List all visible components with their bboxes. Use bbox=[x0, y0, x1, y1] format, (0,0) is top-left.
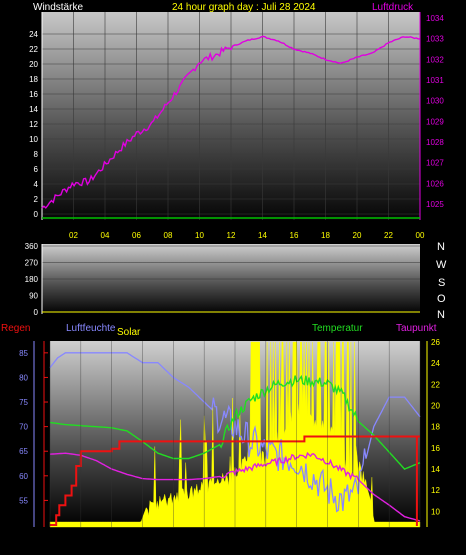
luftdruck-tick-label: 1027 bbox=[426, 159, 444, 168]
time-tick-label: 22 bbox=[384, 231, 393, 240]
windstaerke-tick-label: 2 bbox=[34, 195, 39, 204]
luftfeuchte-tick-label: 70 bbox=[19, 423, 28, 432]
time-tick-label: 16 bbox=[290, 231, 299, 240]
windstaerke-tick-label: 6 bbox=[34, 165, 39, 174]
direction-letter-o: O bbox=[437, 293, 446, 305]
luftdruck-axis-ticks: 1034 1033 1032 1031 1030 1029 1028 1027 1026 1025 bbox=[426, 14, 444, 209]
direction-letter-n: N bbox=[437, 241, 445, 253]
luftdruck-tick-label: 1029 bbox=[426, 117, 444, 126]
legend-solar: Solar bbox=[117, 327, 141, 338]
direction-letter-n2: N bbox=[437, 309, 445, 321]
luftfeuchte-axis-ticks: 85 80 75 70 65 60 55 bbox=[19, 349, 48, 505]
luftdruck-tick-label: 1034 bbox=[426, 14, 444, 23]
luftfeuchte-tick-label: 75 bbox=[19, 398, 28, 407]
luftdruck-tick-label: 1030 bbox=[426, 97, 444, 106]
right-label-luftdruck: Luftdruck bbox=[372, 2, 414, 13]
time-tick-label: 02 bbox=[69, 231, 78, 240]
wind-direction-tick-label: 270 bbox=[25, 259, 39, 268]
wind-direction-axis-ticks: 360 270 180 90 0 bbox=[25, 242, 39, 317]
luftfeuchte-tick-label: 55 bbox=[19, 496, 28, 505]
temperatur-tick-label: 16 bbox=[431, 444, 440, 453]
luftdruck-tick-label: 1033 bbox=[426, 35, 444, 44]
graph-title: 24 hour graph day : Juli 28 2024 bbox=[172, 2, 316, 13]
legend-regen: Regen bbox=[1, 323, 30, 334]
climate-panel: 85 80 75 70 65 60 55 26 24 22 20 18 16 14 12 10 bbox=[19, 338, 440, 528]
legend-temperatur: Temperatur bbox=[312, 323, 363, 334]
windstaerke-tick-label: 16 bbox=[29, 90, 38, 99]
temperatur-tick-label: 18 bbox=[431, 423, 440, 432]
wind-direction-tick-label: 360 bbox=[25, 242, 39, 251]
legend-luftfeuchte: Luftfeuchte bbox=[66, 323, 116, 334]
temperatur-tick-label: 12 bbox=[431, 486, 440, 495]
windstaerke-tick-label: 20 bbox=[29, 60, 38, 69]
temperatur-tick-label: 14 bbox=[431, 465, 440, 474]
temperatur-axis-ticks: 26 24 22 20 18 16 14 12 10 bbox=[431, 338, 440, 516]
wind-direction-tick-label: 0 bbox=[34, 308, 39, 317]
luftdruck-tick-label: 1032 bbox=[426, 55, 444, 64]
left-label-windstaerke: Windstärke bbox=[33, 2, 83, 13]
time-axis-labels: 02 04 06 08 10 12 14 16 18 20 22 00 bbox=[69, 231, 425, 240]
temperatur-tick-label: 24 bbox=[431, 359, 440, 368]
time-tick-label: 00 bbox=[416, 231, 425, 240]
time-tick-label: 06 bbox=[132, 231, 141, 240]
wind-direction-tick-label: 180 bbox=[25, 275, 39, 284]
luftfeuchte-tick-label: 60 bbox=[19, 472, 28, 481]
time-tick-label: 04 bbox=[101, 231, 110, 240]
temperatur-tick-label: 26 bbox=[431, 338, 440, 347]
windstaerke-tick-label: 24 bbox=[29, 30, 38, 39]
luftfeuchte-tick-label: 85 bbox=[19, 349, 28, 358]
time-tick-label: 12 bbox=[227, 231, 236, 240]
windstaerke-tick-label: 0 bbox=[34, 210, 39, 219]
luftfeuchte-tick-label: 80 bbox=[19, 373, 28, 382]
time-tick-label: 20 bbox=[353, 231, 362, 240]
time-tick-label: 14 bbox=[258, 231, 267, 240]
wind-direction-tick-label: 90 bbox=[29, 292, 38, 301]
temperatur-tick-label: 20 bbox=[431, 402, 440, 411]
panel1-series bbox=[41, 35, 421, 219]
luftdruck-tick-label: 1028 bbox=[426, 138, 444, 147]
windstaerke-tick-label: 14 bbox=[29, 105, 38, 114]
direction-letter-w: W bbox=[436, 259, 447, 271]
luftfeuchte-tick-label: 65 bbox=[19, 447, 28, 456]
windstaerke-tick-label: 8 bbox=[34, 150, 39, 159]
luftdruck-tick-label: 1026 bbox=[426, 179, 444, 188]
time-tick-label: 08 bbox=[164, 231, 173, 240]
windstaerke-tick-label: 18 bbox=[29, 75, 38, 84]
luftdruck-line bbox=[41, 35, 421, 209]
windstaerke-tick-label: 22 bbox=[29, 45, 38, 54]
temperatur-tick-label: 22 bbox=[431, 380, 440, 389]
temperatur-tick-label: 10 bbox=[431, 507, 440, 516]
windstaerke-tick-label: 12 bbox=[29, 120, 38, 129]
panel3-grid bbox=[49, 341, 421, 527]
wind-direction-panel: 360 270 180 90 0 N W S O N bbox=[25, 241, 447, 321]
luftdruck-tick-label: 1025 bbox=[426, 200, 444, 209]
time-tick-label: 18 bbox=[321, 231, 330, 240]
windstaerke-tick-label: 10 bbox=[29, 135, 38, 144]
time-tick-label: 10 bbox=[195, 231, 204, 240]
windstaerke-tick-label: 4 bbox=[34, 180, 39, 189]
direction-letter-s: S bbox=[438, 277, 445, 289]
legend-taupunkt: Taupunkt bbox=[396, 323, 437, 334]
luftdruck-tick-label: 1031 bbox=[426, 76, 444, 85]
